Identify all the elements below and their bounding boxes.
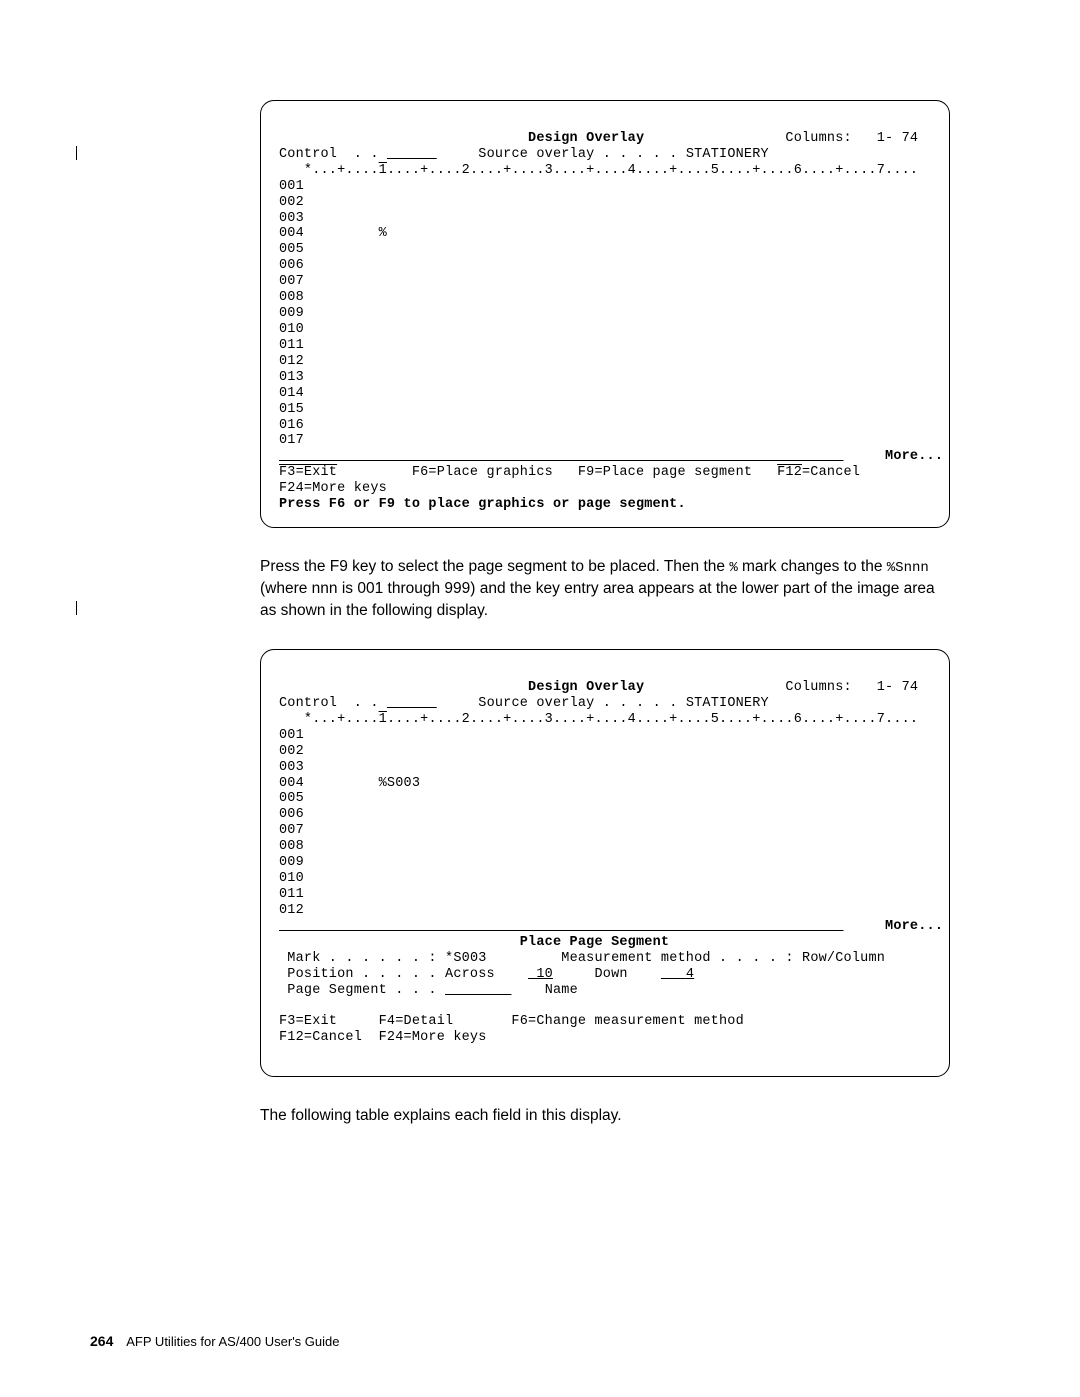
screen2-line-012: 012 <box>279 903 304 918</box>
screen1-line-017: 017 <box>279 433 304 448</box>
screen1-line-001: 001 <box>279 179 304 194</box>
screen2-line-009: 009 <box>279 855 304 870</box>
screen2-meas-value: Row/Column <box>802 951 885 966</box>
screen1-title: Design Overlay <box>528 131 644 146</box>
screen1-line-013: 013 <box>279 370 304 385</box>
screen2-source-value: STATIONERY <box>686 696 769 711</box>
para1-b: mark changes to the <box>738 558 887 575</box>
screen2-source-label: Source overlay . . . . . <box>478 696 677 711</box>
screen1-line-012: 012 <box>279 354 304 369</box>
screen1-control-label: Control . . <box>279 147 379 162</box>
screen2-line-008: 008 <box>279 839 304 854</box>
screen1-line-014: 014 <box>279 386 304 401</box>
screen1-more-row: More... <box>279 449 943 464</box>
terminal-screen-1: Design Overlay Columns: 1- 74 Control . … <box>260 100 950 528</box>
terminal-screen-2: Design Overlay Columns: 1- 74 Control . … <box>260 649 950 1077</box>
screen2-down-label: Down <box>595 967 628 982</box>
screen2-header: Design Overlay Columns: 1- 74 <box>279 680 918 695</box>
screen1-line-007: 007 <box>279 274 304 289</box>
para1-mono1: % <box>729 560 737 576</box>
screen2-line-003: 003 <box>279 760 304 775</box>
screen1-instruction: Press F6 or F9 to place graphics or page… <box>279 497 686 512</box>
screen2-fkeys2: F12=Cancel F24=More keys <box>279 1030 487 1045</box>
screen2-cols-value: 1- 74 <box>877 680 919 695</box>
screen2-fkeys1: F3=Exit F4=Detail F6=Change measurement … <box>279 1014 744 1029</box>
screen1-ruler: *...+....1....+....2....+....3....+....4… <box>279 163 918 178</box>
screen2-pos-across: 10 <box>536 967 553 982</box>
screen2-pos-label: Position . . . . . Across <box>279 967 495 982</box>
screen1-line-009: 009 <box>279 306 304 321</box>
screen2-line-002: 002 <box>279 744 304 759</box>
screen1-line-002: 002 <box>279 195 304 210</box>
screen1-source-label: Source overlay . . . . . <box>478 147 677 162</box>
screen2-line-010: 010 <box>279 871 304 886</box>
para2-text: The following table explains each field … <box>260 1107 622 1124</box>
screen1-header: Design Overlay Columns: 1- 74 <box>279 131 918 146</box>
body-paragraph-2: The following table explains each field … <box>260 1105 950 1126</box>
screen1-line-004: 004 % <box>279 226 387 241</box>
screen2-pos-row: Position . . . . . Across 10 Down 4 <box>279 967 694 982</box>
screen2-meas-label: Measurement method . . . . : <box>561 951 793 966</box>
screen2-pageseg-label: Page Segment . . . <box>279 983 437 998</box>
screen1-fkeys1: F3=Exit F6=Place graphics F9=Place page … <box>279 465 860 480</box>
screen1-more: More... <box>885 449 943 464</box>
screen1-line-005: 005 <box>279 242 304 257</box>
footer-text: AFP Utilities for AS/400 User's Guide <box>126 1334 339 1349</box>
revision-bar-2 <box>76 601 79 615</box>
page-footer: 264 AFP Utilities for AS/400 User's Guid… <box>90 1333 339 1349</box>
screen2-line-001: 001 <box>279 728 304 743</box>
screen2-title: Design Overlay <box>528 680 644 695</box>
screen1-line-003: 003 <box>279 211 304 226</box>
screen1-line-010: 010 <box>279 322 304 337</box>
screen1-line-008: 008 <box>279 290 304 305</box>
screen2-ruler: *...+....1....+....2....+....3....+....4… <box>279 712 918 727</box>
screen2-name-label: Name <box>545 983 578 998</box>
screen1-source-value: STATIONERY <box>686 147 769 162</box>
para1-a: Press the F9 key to select the page segm… <box>260 558 729 575</box>
screen2-line-011: 011 <box>279 887 304 902</box>
screen2-control-row: Control . . Source overlay . . . . . STA… <box>279 696 769 711</box>
screen2-panel-title-row: Place Page Segment <box>279 935 669 950</box>
screen1-cols-value: 1- 74 <box>877 131 919 146</box>
screen1-line-006: 006 <box>279 258 304 273</box>
body-paragraph-1: Press the F9 key to select the page segm… <box>260 556 950 621</box>
screen2-pageseg-row: Page Segment . . . Name <box>279 983 578 998</box>
screen2-more: More... <box>885 919 943 934</box>
screen2-mark-value: *S003 <box>445 951 487 966</box>
screen1-control-row: Control . . Source overlay . . . . . STA… <box>279 147 769 162</box>
screen2-line-004: 004 %S003 <box>279 776 420 791</box>
screen1-line-016: 016 <box>279 418 304 433</box>
screen2-more-row: More... <box>279 919 943 934</box>
screen2-line-006: 006 <box>279 807 304 822</box>
screen1-cols-label: Columns: <box>785 131 851 146</box>
screen2-mark-row: Mark . . . . . . : *S003 Measurement met… <box>279 951 885 966</box>
screen2-control-label: Control . . <box>279 696 379 711</box>
screen2-panel-title: Place Page Segment <box>520 935 669 950</box>
screen2-line-007: 007 <box>279 823 304 838</box>
footer-page-number: 264 <box>90 1333 113 1349</box>
screen2-cols-label: Columns: <box>785 680 851 695</box>
para1-mono2: %Snnn <box>887 560 929 576</box>
screen1-line-015: 015 <box>279 402 304 417</box>
screen1-fkeys2: F24=More keys <box>279 481 387 496</box>
screen2-pos-down: 4 <box>686 967 694 982</box>
screen1-line-011: 011 <box>279 338 304 353</box>
revision-bar-1 <box>76 146 79 160</box>
para1-c: (where nnn is 001 through 999) and the k… <box>260 580 935 618</box>
screen2-mark-label: Mark . . . . . . : <box>279 951 437 966</box>
screen2-line-005: 005 <box>279 791 304 806</box>
